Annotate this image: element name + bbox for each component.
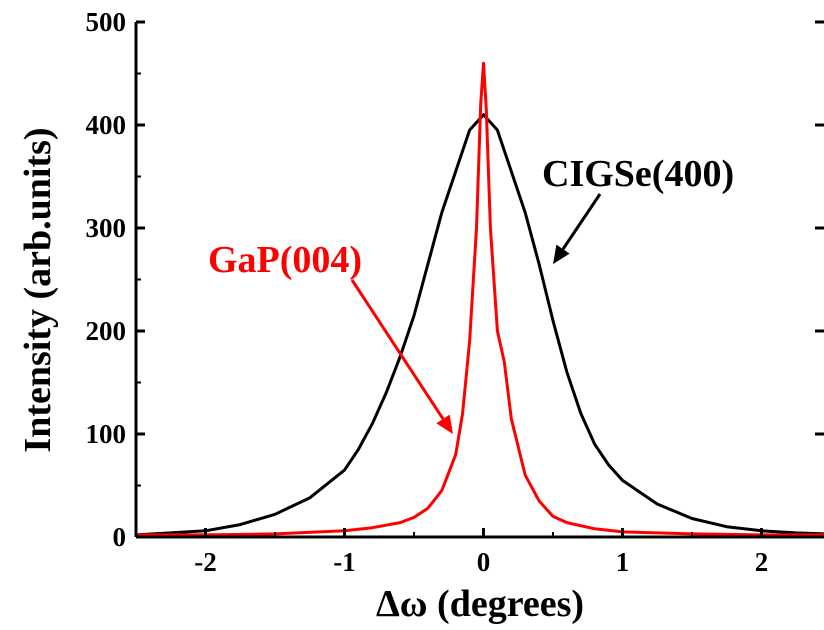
y-tick-label: 500 xyxy=(86,7,127,37)
annotation-gap-arrow-head xyxy=(436,414,453,434)
series-line-1 xyxy=(136,61,824,537)
x-tick-label: -2 xyxy=(194,547,217,577)
y-tick-label: 100 xyxy=(86,419,127,449)
series-line-0 xyxy=(135,113,824,537)
annotation-gap-label: GaP(004) xyxy=(208,239,362,281)
x-axis-title: Δω (degrees) xyxy=(376,583,584,625)
x-tick-label: 2 xyxy=(755,547,769,577)
y-tick-label: 400 xyxy=(86,110,127,140)
x-tick-label: 1 xyxy=(616,547,630,577)
y-axis-title: Intensity (arb.units) xyxy=(17,127,59,452)
x-tick-label: 0 xyxy=(477,547,491,577)
axes-layer: 0 100 200 300 400 500 -2 -1 0 1 2 xyxy=(86,7,824,577)
y-tick-label: 0 xyxy=(113,522,127,552)
annotation-layer: CIGSe(400) GaP(004) xyxy=(208,153,734,434)
annotation-cigse-arrow-shaft xyxy=(561,193,602,250)
x-tick-label: -1 xyxy=(333,547,356,577)
y-tick-label: 300 xyxy=(86,213,127,243)
annotation-cigse-arrow-head xyxy=(553,244,570,265)
annotation-cigse-label: CIGSe(400) xyxy=(542,153,734,195)
series-layer xyxy=(135,61,824,537)
y-tick-label: 200 xyxy=(86,316,127,346)
annotation-gap-arrow-shaft xyxy=(350,279,445,420)
